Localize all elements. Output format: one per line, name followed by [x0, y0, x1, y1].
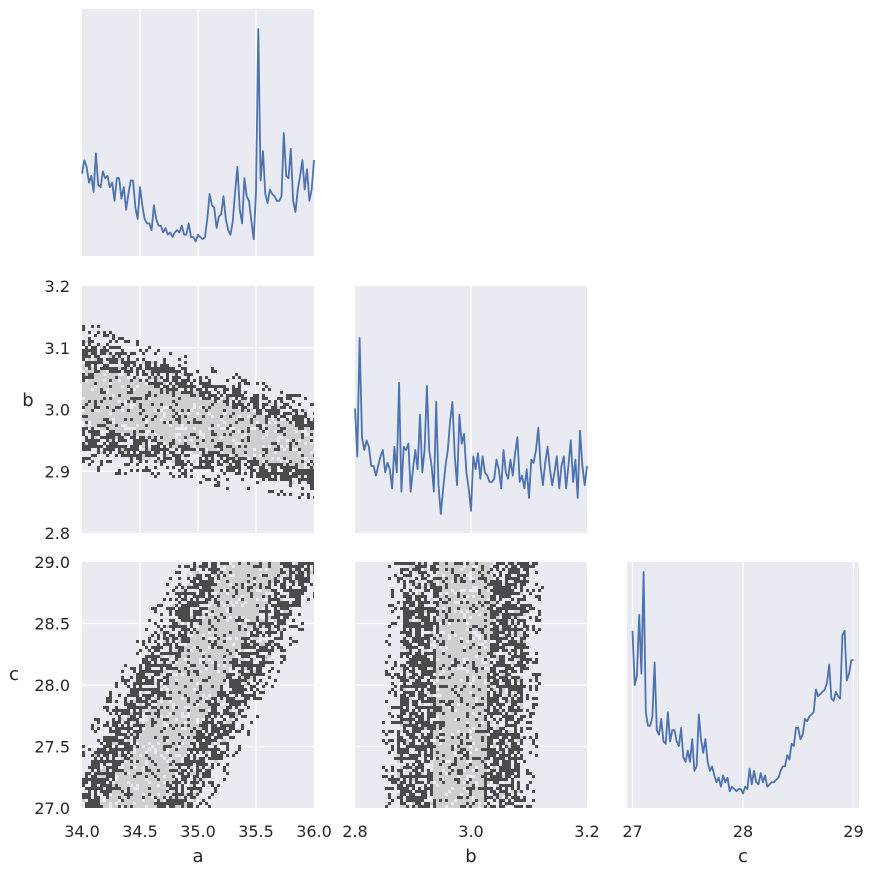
axis-label-b: b	[22, 390, 33, 411]
tick-label-y: 3.2	[45, 277, 70, 296]
tick-label-y: 27.0	[34, 799, 70, 818]
tick-label-y: 28.0	[34, 676, 70, 695]
density-a-vs-b	[82, 325, 314, 499]
tick-label-x: 27	[622, 822, 642, 841]
tick-label-y: 28.5	[34, 615, 70, 634]
tick-label-y: 3.0	[45, 401, 70, 420]
axis-label-c: c	[9, 664, 19, 685]
series-line-b	[354, 337, 588, 515]
tick-label-x: 3.2	[574, 822, 599, 841]
tick-label-x: 34.0	[64, 822, 100, 841]
tick-label-x: 3.0	[458, 822, 483, 841]
tick-label-y: 2.9	[45, 462, 70, 481]
axis-label-c-x: c	[738, 846, 748, 867]
tick-label-x: 35.0	[180, 822, 216, 841]
axis-label-b-x: b	[465, 846, 476, 867]
tick-label-x: 35.5	[238, 822, 274, 841]
axis-label-a: a	[192, 846, 203, 867]
density-a-vs-c	[82, 562, 314, 808]
tick-label-y: 2.8	[45, 524, 70, 543]
tick-label-y: 27.5	[34, 738, 70, 757]
tick-label-x: 36.0	[296, 822, 332, 841]
tick-label-y: 3.1	[45, 339, 70, 358]
tick-label-x: 2.8	[342, 822, 367, 841]
density-b-vs-c	[382, 562, 544, 808]
series-line-c	[631, 571, 854, 795]
series-line-a	[81, 28, 315, 243]
tick-label-x: 29	[843, 822, 863, 841]
tick-label-x: 34.5	[122, 822, 158, 841]
tick-label-y: 29.0	[34, 553, 70, 572]
tick-label-x: 28	[733, 822, 753, 841]
